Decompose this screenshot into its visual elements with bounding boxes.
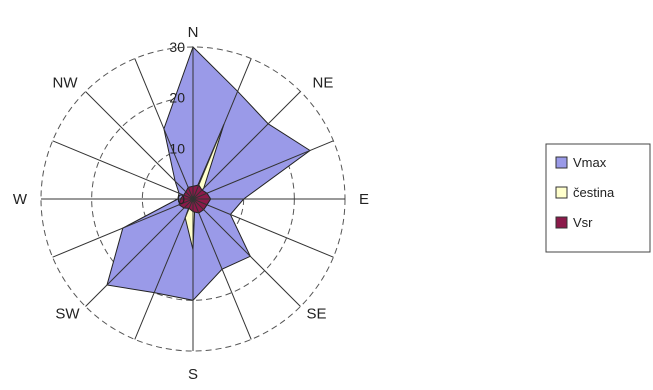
spoke-ne (192, 91, 301, 200)
legend-swatch-vmax (555, 156, 568, 169)
direction-label-n: N (188, 24, 199, 41)
direction-label-nw: NW (53, 75, 79, 92)
tick-label-10: 10 (169, 140, 185, 156)
direction-label-e: E (359, 191, 369, 208)
legend-swatch-vsr (555, 216, 568, 229)
legend-swatch-cestina (555, 186, 568, 199)
direction-label-se: SE (307, 306, 327, 323)
legend-label-vsr: Vsr (573, 215, 593, 230)
tick-label-30: 30 (169, 39, 185, 55)
spoke-sw (85, 198, 194, 307)
direction-label-ne: NE (313, 75, 334, 92)
spoke-nne (192, 58, 252, 200)
spoke-sse (192, 198, 252, 340)
spoke-nnw (134, 58, 194, 200)
tick-label-0: 0 (177, 191, 185, 207)
spoke-ene (192, 140, 334, 200)
legend-label-cestina: čestina (573, 185, 615, 200)
spoke-wnw (52, 140, 194, 200)
direction-label-s: S (188, 366, 198, 383)
direction-label-sw: SW (55, 306, 80, 323)
spoke-nw (85, 91, 194, 200)
spoke-se (192, 198, 301, 307)
direction-label-w: W (13, 191, 28, 208)
spoke-wsw (52, 198, 194, 258)
spoke-ese (192, 198, 334, 258)
legend-label-vmax: Vmax (573, 155, 607, 170)
tick-label-20: 20 (169, 90, 185, 106)
spoke-ssw (134, 198, 194, 340)
